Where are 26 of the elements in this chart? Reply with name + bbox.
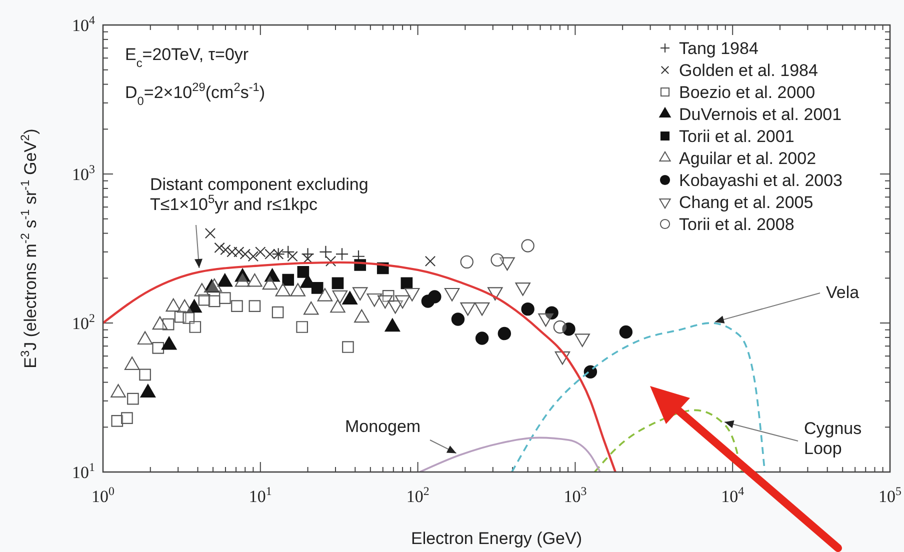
legend-label: Aguilar et al. 2002 — [679, 149, 816, 168]
x-tick-label: 10$^{4}$ — [721, 484, 744, 506]
legend-label: Torii et al. 2008 — [679, 215, 794, 234]
y-tick-label: 10$^{1}$ — [72, 460, 96, 482]
series-label: Monogem — [345, 417, 421, 436]
legend-label: Boezio et al. 2000 — [679, 83, 816, 102]
x-tick-label: 10$^{0}$ — [92, 484, 115, 506]
text: Vela — [826, 283, 860, 302]
y-tick-label: 10$^{3}$ — [72, 162, 96, 184]
legend-label: Golden et al. 1984 — [679, 61, 818, 80]
x-tick-label: 10$^{3}$ — [564, 484, 587, 506]
legend-label: Kobayashi et al. 2003 — [679, 171, 843, 190]
legend-label: Tang 1984 — [679, 39, 758, 58]
text: Distant component excluding T≤1×10$^{5}$yr and r≤1kpc — [150, 175, 368, 214]
legend-label: Chang et al. 2005 — [679, 193, 814, 212]
y-tick-label: 10$^{4}$ — [72, 13, 96, 35]
x-tick-label: 10$^{2}$ — [406, 484, 430, 506]
text: D$_{0}$=2×10$^{29}$(cm$^{2}$s$^{-1}$) — [125, 80, 266, 108]
x-axis-title: Electron Energy (GeV) — [410, 529, 582, 548]
x-tick-label: 10$^{1}$ — [248, 484, 272, 506]
x-tick-label: 10$^{5}$ — [878, 484, 902, 506]
legend-label: DuVernois et al. 2001 — [679, 105, 842, 124]
text: Cygnus Loop — [804, 419, 862, 458]
annotation: E$_{c}$=20TeV, τ=0yr — [125, 45, 249, 70]
legend-label: Torii et al. 2001 — [679, 127, 794, 146]
y-tick-label: 10$^{2}$ — [72, 311, 96, 333]
